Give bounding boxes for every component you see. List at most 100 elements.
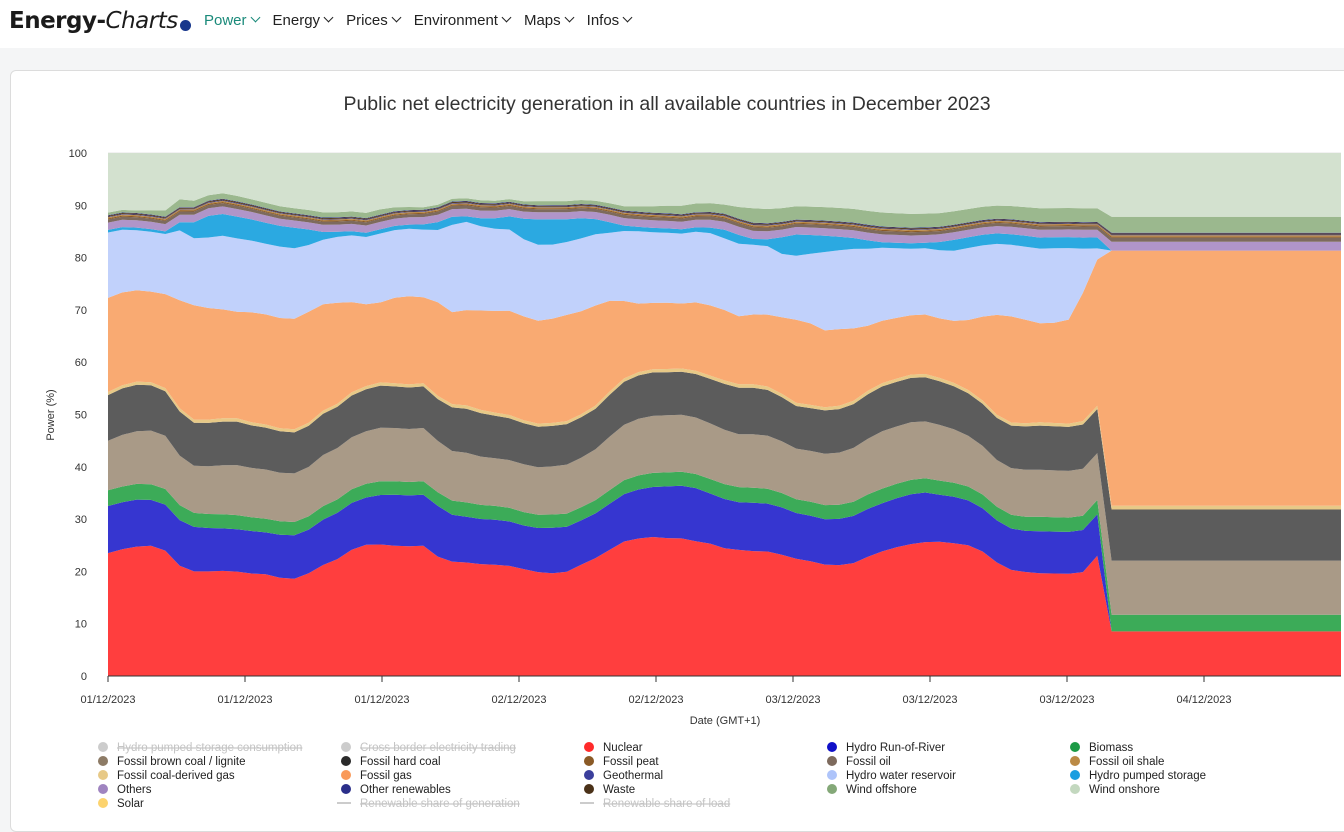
legend-label: Geothermal xyxy=(603,770,663,782)
legend-label: Wind onshore xyxy=(1089,784,1160,796)
legend-item-fossil-brown-coal-lignite[interactable]: Fossil brown coal / lignite xyxy=(98,756,245,768)
x-tick-label: 03/12/2023 xyxy=(1039,694,1094,706)
nav-infos-label: Infos xyxy=(586,12,620,29)
y-tick-label: 50 xyxy=(75,410,87,422)
legend-label: Others xyxy=(117,784,152,796)
nav-power-label: Power xyxy=(204,12,247,29)
legend-item-cross-border-electricity-trading[interactable]: Cross border electricity trading xyxy=(341,742,516,754)
nav-energy[interactable]: Energy xyxy=(272,12,334,29)
nav-energy-label: Energy xyxy=(272,12,321,29)
y-tick-label: 40 xyxy=(75,462,87,474)
legend-item-nuclear[interactable]: Nuclear xyxy=(584,742,643,754)
legend-dot-marker xyxy=(98,798,108,808)
x-tick-label: 03/12/2023 xyxy=(765,694,820,706)
legend-dot-marker xyxy=(98,784,108,794)
x-tick-label: 01/12/2023 xyxy=(354,694,409,706)
nav-prices[interactable]: Prices xyxy=(346,12,402,29)
y-tick-label: 70 xyxy=(75,305,87,317)
main-menu: Power Energy Prices Environment Maps Inf… xyxy=(204,12,645,29)
area-nuclear[interactable] xyxy=(108,537,1341,676)
nav-infos[interactable]: Infos xyxy=(586,12,633,29)
area-hydro-pumped-storage[interactable] xyxy=(108,214,1341,256)
legend-label: Fossil coal-derived gas xyxy=(117,770,235,782)
nav-environment[interactable]: Environment xyxy=(413,12,512,29)
legend-dot-marker xyxy=(827,784,837,794)
legend-item-hydro-run-of-river[interactable]: Hydro Run-of-River xyxy=(827,742,945,754)
legend-item-hydro-pumped-storage[interactable]: Hydro pumped storage xyxy=(1070,770,1206,782)
legend-dot-marker xyxy=(584,742,594,752)
legend-item-fossil-coal-derived-gas[interactable]: Fossil coal-derived gas xyxy=(98,770,235,782)
legend-dot-marker xyxy=(1070,784,1080,794)
legend-label: Hydro pumped storage consumption xyxy=(117,742,302,754)
brand-logo[interactable]: Energy-Charts xyxy=(9,8,191,34)
legend-dot-marker xyxy=(341,770,351,780)
legend-item-other-renewables[interactable]: Other renewables xyxy=(341,784,451,796)
legend-label: Hydro pumped storage xyxy=(1089,770,1206,782)
legend-item-fossil-gas[interactable]: Fossil gas xyxy=(341,770,412,782)
x-axis-ticks: 01/12/2023 01/12/2023 01/12/2023 02/12/2023… xyxy=(80,675,1341,706)
legend-dot-marker xyxy=(98,742,108,752)
legend-item-hydro-pumped-storage-consumption[interactable]: Hydro pumped storage consumption xyxy=(98,742,302,754)
chart-legend: Hydro pumped storage consumption Cross bo… xyxy=(98,742,1206,810)
brand-main: Energy- xyxy=(9,8,106,34)
area-hydro-water-reservoir[interactable] xyxy=(108,221,1341,331)
legend-item-renewable-share-of-load[interactable]: Renewable share of load xyxy=(580,798,730,810)
area-wind-onshore[interactable] xyxy=(108,153,1341,217)
legend-item-fossil-oil-shale[interactable]: Fossil oil shale xyxy=(1070,756,1164,768)
legend-label: Renewable share of generation xyxy=(360,798,520,810)
legend-item-others[interactable]: Others xyxy=(98,784,152,796)
x-tick-label: 01/12/2023 xyxy=(80,694,135,706)
x-tick-label: 03/12/2023 xyxy=(902,694,957,706)
y-tick-label: 30 xyxy=(75,514,87,526)
legend-item-renewable-share-of-generation[interactable]: Renewable share of generation xyxy=(337,798,520,810)
area-fossil-oil[interactable] xyxy=(108,203,1341,242)
area-fossil-gas[interactable] xyxy=(108,250,1341,506)
legend-label: Biomass xyxy=(1089,742,1133,754)
y-tick-label: 10 xyxy=(75,619,87,631)
legend-label: Wind offshore xyxy=(846,784,917,796)
y-tick-label: 80 xyxy=(75,253,87,265)
legend-label: Fossil brown coal / lignite xyxy=(117,756,245,768)
legend-item-biomass[interactable]: Biomass xyxy=(1070,742,1133,754)
legend-dot-marker xyxy=(827,770,837,780)
nav-maps[interactable]: Maps xyxy=(524,12,575,29)
area-others[interactable] xyxy=(108,206,1341,251)
series-areas xyxy=(108,153,1341,676)
area-fossil-hard-coal[interactable] xyxy=(108,371,1341,561)
legend-item-hydro-water-reservoir[interactable]: Hydro water reservoir xyxy=(827,770,956,782)
area-fossil-brown-coal-lignite[interactable] xyxy=(108,414,1341,615)
legend-item-waste[interactable]: Waste xyxy=(584,784,635,796)
legend-item-solar[interactable]: Solar xyxy=(98,798,144,810)
legend-dot-marker xyxy=(98,756,108,766)
top-navigation-bar: Energy-Charts Power Energy Prices Enviro… xyxy=(0,0,1344,48)
legend-dot-marker xyxy=(584,770,594,780)
legend-dot-marker xyxy=(1070,770,1080,780)
legend-item-fossil-hard-coal[interactable]: Fossil hard coal xyxy=(341,756,441,768)
legend-dot-marker xyxy=(341,742,351,752)
legend-item-wind-offshore[interactable]: Wind offshore xyxy=(827,784,917,796)
y-tick-label: 90 xyxy=(75,200,87,212)
stacked-area-chart: Public net electricity generation in all… xyxy=(45,93,1341,810)
legend-label: Fossil peat xyxy=(603,756,659,768)
legend-label: Fossil oil shale xyxy=(1089,756,1164,768)
legend-dot-marker xyxy=(827,742,837,752)
legend-dot-marker xyxy=(341,756,351,766)
x-tick-label: 02/12/2023 xyxy=(491,694,546,706)
area-biomass[interactable] xyxy=(108,471,1341,632)
area-hydro-run-of-river[interactable] xyxy=(108,485,1341,632)
y-tick-label: 20 xyxy=(75,566,87,578)
y-tick-label: 100 xyxy=(69,148,87,160)
legend-item-fossil-oil[interactable]: Fossil oil xyxy=(827,756,891,768)
x-axis-label: Date (GMT+1) xyxy=(690,715,761,727)
legend-item-geothermal[interactable]: Geothermal xyxy=(584,770,663,782)
legend-label: Fossil gas xyxy=(360,770,412,782)
legend-item-wind-onshore[interactable]: Wind onshore xyxy=(1070,784,1160,796)
nav-environment-label: Environment xyxy=(413,12,498,29)
legend-dot-marker xyxy=(1070,756,1080,766)
nav-power[interactable]: Power xyxy=(204,12,260,29)
area-wind-offshore[interactable] xyxy=(108,193,1341,233)
legend-item-fossil-peat[interactable]: Fossil peat xyxy=(584,756,659,768)
y-axis-ticks: 0 10 20 30 40 50 60 70 80 90 100 xyxy=(69,148,87,683)
chart-title: Public net electricity generation in all… xyxy=(343,93,990,115)
legend-dot-marker xyxy=(341,784,351,794)
